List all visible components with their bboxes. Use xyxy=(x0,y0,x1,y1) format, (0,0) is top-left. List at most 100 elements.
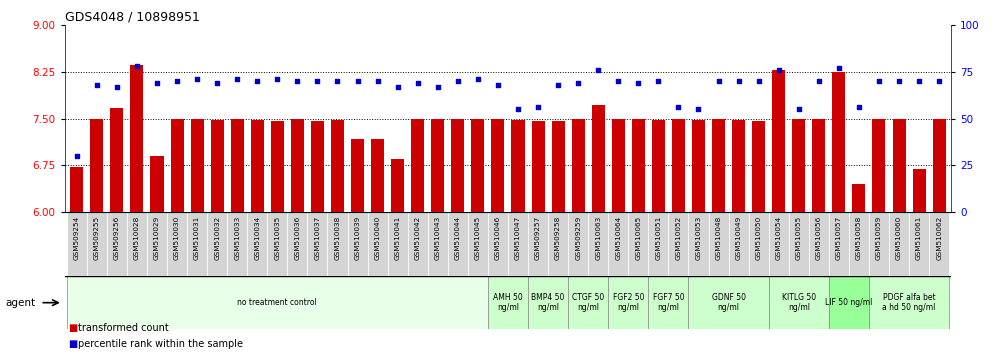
Text: GSM510064: GSM510064 xyxy=(616,216,622,260)
Point xyxy=(189,76,205,82)
Bar xyxy=(552,121,565,354)
Text: GSM510048: GSM510048 xyxy=(715,216,721,260)
Bar xyxy=(491,119,504,354)
Bar xyxy=(692,120,705,354)
Bar xyxy=(126,212,147,276)
Text: GSM510033: GSM510033 xyxy=(234,216,240,260)
Bar xyxy=(311,121,324,354)
Text: GDNF 50
ng/ml: GDNF 50 ng/ml xyxy=(711,293,746,312)
Point xyxy=(430,84,446,90)
Bar xyxy=(427,212,448,276)
Bar xyxy=(471,119,484,354)
Bar xyxy=(668,212,688,276)
Bar xyxy=(809,212,829,276)
Text: GSM510045: GSM510045 xyxy=(475,216,481,260)
Text: GSM510056: GSM510056 xyxy=(816,216,822,260)
Text: GSM510050: GSM510050 xyxy=(756,216,762,260)
Bar xyxy=(732,120,745,354)
Point xyxy=(791,106,807,112)
Bar xyxy=(167,212,187,276)
Bar xyxy=(631,119,644,354)
Point xyxy=(891,78,907,84)
Bar xyxy=(512,120,525,354)
Bar xyxy=(912,169,925,354)
Bar xyxy=(368,212,387,276)
Bar xyxy=(91,119,104,354)
Bar xyxy=(789,212,809,276)
Bar xyxy=(331,120,344,354)
Text: ■: ■ xyxy=(68,339,77,349)
Text: GSM510061: GSM510061 xyxy=(916,216,922,260)
Text: GSM510040: GSM510040 xyxy=(374,216,380,260)
Point xyxy=(611,78,626,84)
Text: transformed count: transformed count xyxy=(78,323,168,333)
Bar xyxy=(67,212,87,276)
Point xyxy=(310,78,326,84)
Point xyxy=(249,78,265,84)
Bar xyxy=(411,119,424,354)
Bar xyxy=(508,212,528,276)
Bar xyxy=(672,119,685,354)
Point xyxy=(389,84,405,90)
Point xyxy=(109,84,124,90)
Text: GSM510063: GSM510063 xyxy=(596,216,602,260)
Bar xyxy=(528,212,548,276)
Text: GSM509256: GSM509256 xyxy=(114,216,120,260)
Bar xyxy=(407,212,427,276)
Text: FGF2 50
ng/ml: FGF2 50 ng/ml xyxy=(613,293,644,312)
Text: GSM510042: GSM510042 xyxy=(414,216,420,260)
Point xyxy=(710,78,726,84)
Text: AMH 50
ng/ml: AMH 50 ng/ml xyxy=(493,293,523,312)
Bar xyxy=(628,212,648,276)
Text: GSM510062: GSM510062 xyxy=(936,216,942,260)
Point xyxy=(591,67,607,73)
Text: GSM510052: GSM510052 xyxy=(675,216,681,260)
Bar xyxy=(448,212,468,276)
Bar xyxy=(889,212,909,276)
Text: GSM510059: GSM510059 xyxy=(875,216,882,260)
Bar xyxy=(488,276,528,329)
Text: GSM510058: GSM510058 xyxy=(856,216,862,260)
Bar xyxy=(231,119,244,354)
Text: GSM510032: GSM510032 xyxy=(214,216,220,260)
Point xyxy=(229,76,245,82)
Bar xyxy=(609,212,628,276)
Bar xyxy=(932,119,945,354)
Point xyxy=(831,65,847,71)
Bar xyxy=(67,276,488,329)
Bar xyxy=(130,65,143,354)
Bar xyxy=(372,139,384,354)
Text: GSM510055: GSM510055 xyxy=(796,216,802,260)
Bar xyxy=(829,212,849,276)
Point xyxy=(149,80,165,86)
Point xyxy=(570,80,586,86)
Bar xyxy=(351,139,365,354)
Text: GSM510046: GSM510046 xyxy=(495,216,501,260)
Bar xyxy=(308,212,328,276)
Point xyxy=(290,78,306,84)
Bar xyxy=(648,276,688,329)
Point xyxy=(931,78,947,84)
Bar xyxy=(612,119,624,354)
Text: percentile rank within the sample: percentile rank within the sample xyxy=(78,339,243,349)
Bar xyxy=(728,212,749,276)
Bar xyxy=(150,156,163,354)
Bar xyxy=(548,212,568,276)
Bar xyxy=(528,276,568,329)
Point xyxy=(350,78,366,84)
Point xyxy=(731,78,747,84)
Text: FGF7 50
ng/ml: FGF7 50 ng/ml xyxy=(652,293,684,312)
Bar xyxy=(187,212,207,276)
Bar xyxy=(227,212,247,276)
Bar xyxy=(532,121,545,354)
Bar xyxy=(872,119,885,354)
Text: GSM509257: GSM509257 xyxy=(535,216,541,260)
Text: GSM510047: GSM510047 xyxy=(515,216,521,260)
Text: ■: ■ xyxy=(68,323,77,333)
Text: CTGF 50
ng/ml: CTGF 50 ng/ml xyxy=(572,293,605,312)
Text: GSM510051: GSM510051 xyxy=(655,216,661,260)
Text: GSM510054: GSM510054 xyxy=(776,216,782,260)
Bar xyxy=(609,276,648,329)
Bar xyxy=(210,120,224,354)
Text: BMP4 50
ng/ml: BMP4 50 ng/ml xyxy=(532,293,565,312)
